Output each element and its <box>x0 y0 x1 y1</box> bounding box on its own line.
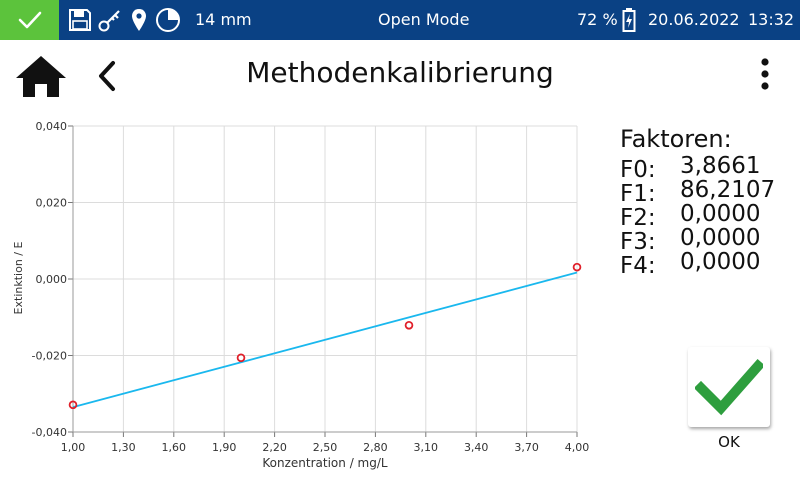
chart-points <box>68 262 582 410</box>
location-pin-icon[interactable] <box>126 7 152 33</box>
factor-row: F4: 0,0000 <box>620 249 800 278</box>
battery-percent: 72 % <box>577 10 618 29</box>
factor-row: F2: 0,0000 <box>620 201 800 230</box>
data-point <box>68 400 78 410</box>
status-ok-indicator[interactable] <box>0 0 59 40</box>
factor-label: F0: <box>620 157 656 183</box>
battery-charging-icon <box>620 7 638 33</box>
y-tick-label: 0,040 <box>36 120 68 133</box>
date-label: 20.06.2022 <box>648 10 740 29</box>
x-tick-label: 3,10 <box>414 441 439 454</box>
factor-value: 3,8661 <box>680 153 761 179</box>
chart-fit-line-group <box>72 271 578 409</box>
factor-row: F1: 86,2107 <box>620 177 800 206</box>
factor-value: 86,2107 <box>680 177 776 203</box>
home-icon <box>16 56 66 97</box>
key-icon[interactable] <box>97 7 123 33</box>
x-tick-label: 1,60 <box>162 441 187 454</box>
factor-row: F3: 0,0000 <box>620 225 800 254</box>
factor-label: F1: <box>620 181 656 207</box>
x-tick-label: 1,00 <box>61 441 86 454</box>
ok-label: OK <box>718 433 740 451</box>
factor-value: 0,0000 <box>680 201 761 227</box>
x-axis-label: Konzentration / mg/L <box>262 456 388 470</box>
factor-value: 0,0000 <box>680 249 761 275</box>
header: Methodenkalibrierung <box>0 40 800 110</box>
x-tick-label: 2,20 <box>262 441 287 454</box>
ok-button[interactable] <box>688 347 770 427</box>
factor-label: F3: <box>620 229 656 255</box>
factors-list: F0: 3,8661 F1: 86,2107 F2: 0,0000 F3: 0,0000 F4:… <box>620 153 800 278</box>
home-button[interactable] <box>14 53 68 99</box>
save-icon[interactable] <box>67 7 93 33</box>
y-tick-label: -0,040 <box>32 426 67 439</box>
y-tick-label: 0,000 <box>36 273 68 286</box>
more-vertical-icon <box>761 58 769 90</box>
y-axis-label: Extinktion / E <box>12 242 25 315</box>
factors-title: Faktoren: <box>620 125 732 153</box>
y-tick-label: 0,020 <box>36 197 68 210</box>
y-tick-label: -0,020 <box>32 350 67 363</box>
mode-label: Open Mode <box>378 10 470 29</box>
time-label: 13:32 <box>748 10 795 29</box>
factors-panel: Faktoren: F0: 3,8661 F1: 86,2107 F2: 0,0000 F3… <box>620 124 800 278</box>
x-tick-label: 3,40 <box>464 441 489 454</box>
x-tick-label: 1,30 <box>111 441 136 454</box>
x-tick-label: 2,50 <box>313 441 338 454</box>
factor-label: F4: <box>620 253 656 279</box>
back-button[interactable] <box>92 58 122 94</box>
chart-grid <box>72 125 578 433</box>
factor-value: 0,0000 <box>680 225 761 251</box>
data-point <box>236 353 246 363</box>
back-chevron-icon <box>99 61 115 91</box>
data-point <box>404 320 414 330</box>
factor-row: F0: 3,8661 <box>620 153 800 182</box>
x-tick-label: 2,80 <box>363 441 388 454</box>
status-bar: 14 mm Open Mode 72 % 20.06.2022 13:32 <box>0 0 800 40</box>
fit-line <box>72 271 578 409</box>
more-menu-button[interactable] <box>752 56 778 96</box>
checkmark-icon <box>695 358 763 416</box>
cuvette-size: 14 mm <box>195 10 252 29</box>
page-title: Methodenkalibrierung <box>246 56 554 89</box>
x-tick-label: 4,00 <box>565 441 590 454</box>
chart-axes: 1,00 1,30 1,60 1,90 2,20 2,50 2,80 3,10 3,40 3,70… <box>32 120 590 454</box>
calibration-chart: 1,00 1,30 1,60 1,90 2,20 2,50 2,80 3,10 3,40 3,70… <box>12 120 590 470</box>
factor-label: F2: <box>620 205 656 231</box>
x-tick-label: 3,70 <box>514 441 539 454</box>
x-tick-label: 1,90 <box>212 441 237 454</box>
timer-pie-icon[interactable] <box>155 7 181 33</box>
data-point <box>572 262 582 272</box>
check-icon <box>18 11 41 29</box>
